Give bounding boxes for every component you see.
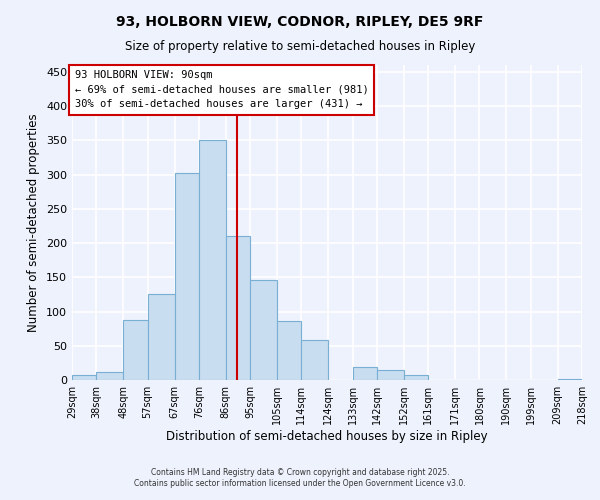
Bar <box>123 320 148 380</box>
Bar <box>72 375 96 380</box>
Y-axis label: Number of semi-detached properties: Number of semi-detached properties <box>28 113 40 332</box>
Bar <box>250 280 277 380</box>
Bar <box>175 172 199 380</box>
Bar <box>404 374 428 380</box>
Text: Contains HM Land Registry data © Crown copyright and database right 2025.
Contai: Contains HM Land Registry data © Crown c… <box>134 468 466 487</box>
Bar <box>353 367 377 380</box>
X-axis label: Distribution of semi-detached houses by size in Ripley: Distribution of semi-detached houses by … <box>166 430 488 443</box>
Text: 93, HOLBORN VIEW, CODNOR, RIPLEY, DE5 9RF: 93, HOLBORN VIEW, CODNOR, RIPLEY, DE5 9R… <box>116 15 484 29</box>
Bar <box>377 370 404 380</box>
Bar <box>301 340 328 380</box>
Bar <box>199 140 226 380</box>
Bar <box>558 378 582 380</box>
Bar <box>277 321 301 380</box>
Bar <box>96 372 123 380</box>
Bar <box>148 294 175 380</box>
Text: Size of property relative to semi-detached houses in Ripley: Size of property relative to semi-detach… <box>125 40 475 53</box>
Bar <box>226 236 250 380</box>
Text: 93 HOLBORN VIEW: 90sqm
← 69% of semi-detached houses are smaller (981)
30% of se: 93 HOLBORN VIEW: 90sqm ← 69% of semi-det… <box>74 70 368 110</box>
